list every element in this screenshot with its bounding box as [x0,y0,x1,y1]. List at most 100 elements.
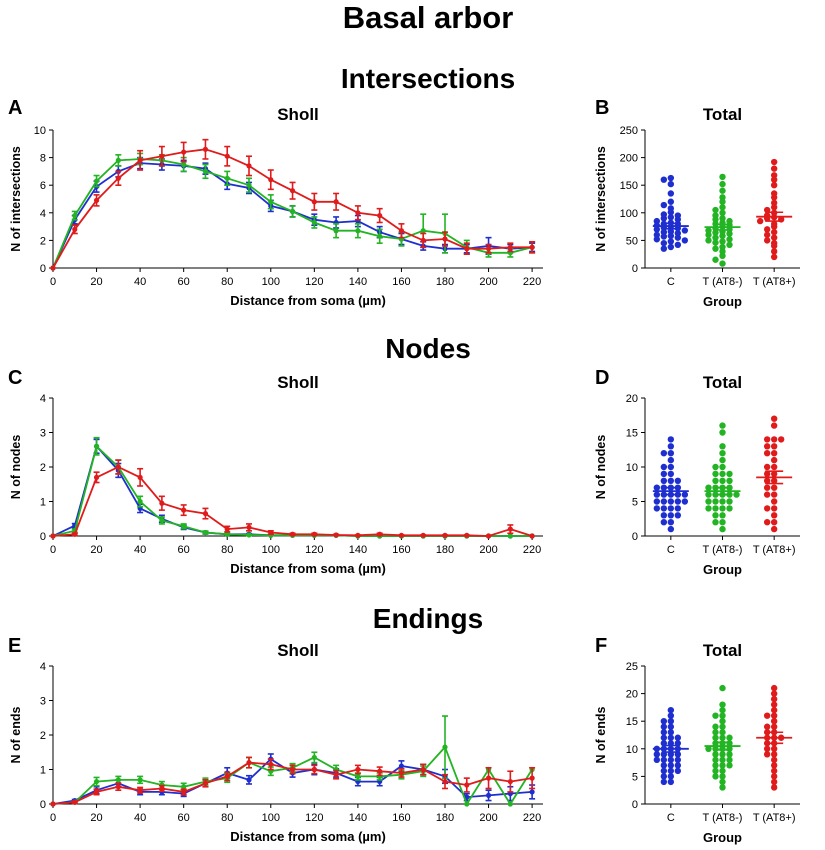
data-point [507,244,513,250]
data-point [712,256,719,263]
data-point [485,533,492,539]
panel-title: Total [703,373,742,392]
panel-title: Total [703,105,742,124]
data-point [660,215,668,222]
data-point [667,712,675,719]
y-axis-label: N of ends [594,706,608,763]
data-point [115,784,121,790]
data-point [674,512,682,519]
data-point [660,729,668,736]
data-point [770,718,778,725]
x-tick-label: 140 [349,276,367,288]
data-point [181,507,187,513]
data-point [719,429,726,436]
data-point [733,491,740,498]
data-point [667,450,675,457]
y-tick-label: 4 [40,661,46,673]
data-point [770,228,778,236]
data-point [442,532,448,538]
panel-title: Total [703,641,742,660]
data-point [719,784,726,791]
data-point [660,477,668,484]
data-point [712,734,719,741]
data-point [115,157,121,163]
data-point [674,216,682,223]
x-tick-label: 140 [349,812,367,824]
data-point [246,163,252,169]
data-point [674,498,682,505]
data-point [660,762,668,769]
data-point [770,762,778,769]
y-tick-label: 20 [626,689,638,701]
data-point [667,232,675,240]
data-point [246,777,252,783]
data-point [770,182,778,189]
data-point [660,723,668,730]
data-point [333,228,339,234]
panel-D: D Total N of nodes 0 5 10 15 20 Group C T (AT8-) T … [594,367,800,577]
data-point [667,243,675,251]
data-point [485,246,492,252]
data-point [667,512,675,519]
x-tick-label: 60 [178,544,190,556]
data-point [763,463,771,471]
data-point [667,214,675,221]
data-point [50,801,56,807]
data-point [712,723,719,730]
data-point [442,778,448,785]
series-1 [50,436,535,539]
data-point [712,234,719,241]
data-point [719,470,726,478]
data-point [137,777,143,783]
data-point [181,789,187,795]
panel-letter: E [8,635,21,657]
data-point [442,744,448,750]
x-tick-label: 100 [262,276,280,288]
data-point [763,443,771,450]
data-point [202,510,209,517]
x-tick-label: 120 [305,812,323,824]
data-point [660,778,668,786]
data-point [770,498,778,505]
data-point [719,238,726,245]
data-point [246,532,252,538]
data-point [333,772,339,778]
data-point [770,484,778,491]
data-point [137,498,143,505]
data-point [660,498,668,505]
panel-letter: D [595,367,609,389]
data-point [719,718,726,725]
y-tick-label: 100 [620,208,638,220]
y-tick-label: 8 [40,153,46,165]
data-point [464,532,470,538]
data-point [719,767,726,775]
data-point [719,756,726,764]
data-point [763,450,771,457]
data-point [756,217,764,225]
x-tick-label: 0 [50,276,56,288]
data-point [311,199,317,205]
data-point [770,242,778,250]
data-point [660,718,668,725]
data-point [719,706,726,714]
data-point [705,745,712,752]
data-point [719,456,726,464]
data-point [719,498,726,505]
x-tick-label: 80 [221,812,233,824]
data-point [770,505,778,512]
data-point [763,231,771,239]
x-tick-label: 60 [178,276,190,288]
x-tick-label: 40 [134,812,146,824]
data-point [712,206,719,214]
data-point [712,762,719,769]
data-point [377,531,383,537]
y-tick-label: 0 [632,531,638,543]
data-point [224,773,230,780]
panel-letter: C [8,367,22,389]
data-point [770,491,778,498]
data-point [719,505,726,512]
data-point [464,801,470,807]
data-point [181,161,187,168]
x-tick-label: T (AT8-) [703,544,743,556]
